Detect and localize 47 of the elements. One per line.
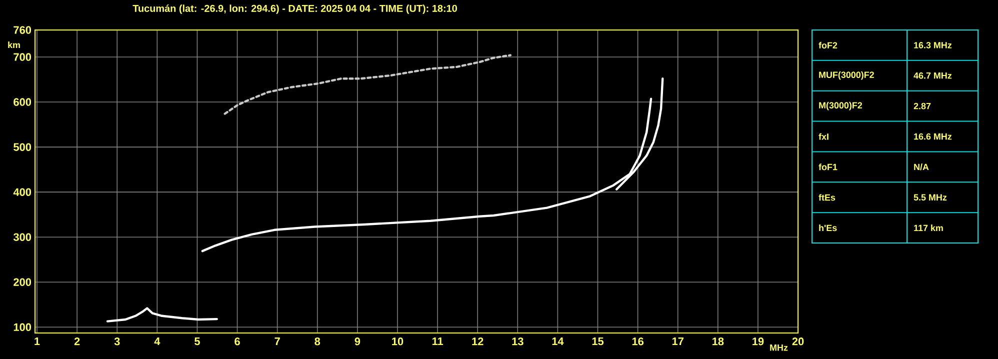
x-tick-label: 3 <box>114 338 120 346</box>
text: 16.3 MHz <box>914 42 952 48</box>
text: foF2 <box>818 42 838 48</box>
y-tick-label: 400 <box>13 188 32 196</box>
line-series <box>224 54 512 115</box>
y-tick-label: 500 <box>14 143 32 151</box>
x-tick-label: 7 <box>274 338 280 346</box>
x-tick-label: 17 <box>672 338 684 346</box>
text: MUF(3000)F2 <box>819 71 874 80</box>
y-tick-label: 200 <box>14 278 32 286</box>
x-tick-label: 19 <box>752 338 764 346</box>
x-tick-label: 9 <box>354 338 360 346</box>
x-tick-label: 16 <box>632 338 644 346</box>
x-tick-label: 15 <box>592 338 604 346</box>
text: 5.5 MHz <box>914 194 947 201</box>
x-tick-label: 1 <box>34 338 40 346</box>
text: 2.87 <box>914 102 931 110</box>
text: fxI <box>818 133 828 140</box>
y-tick-label: 700 <box>14 53 32 61</box>
x-tick-label: 11 <box>432 338 444 346</box>
y-tick-label: 100 <box>14 323 32 332</box>
line-series <box>106 307 218 322</box>
y-axis-title: km <box>8 42 20 48</box>
x-tick-label: 5 <box>194 338 200 346</box>
y-tick-label: 760 <box>14 26 32 34</box>
chart-title: Tucumán (lat: -26.9, lon: 294.6) - DATE: 2025 04 04 - TIME (UT): 18:10 <box>132 4 457 14</box>
text: N/A <box>914 164 929 170</box>
text: 46.7 MHz <box>914 72 952 79</box>
text: foF1 <box>818 164 838 170</box>
text: h'Es <box>819 224 837 232</box>
y-tick-label: 600 <box>14 98 32 106</box>
x-tick-label: 18 <box>712 338 724 346</box>
x-tick-label: 13 <box>512 338 524 346</box>
text: 16.6 MHz <box>914 133 952 140</box>
x-tick-label: 20 <box>792 338 804 346</box>
x-tick-label: 8 <box>314 338 320 346</box>
x-tick-label: 6 <box>234 338 240 346</box>
x-axis-title: MHz <box>770 344 788 351</box>
text: M(3000)F2 <box>819 102 862 110</box>
x-tick-label: 12 <box>472 338 484 346</box>
text: 117 km <box>914 224 943 232</box>
x-tick-label: 2 <box>74 338 80 346</box>
x-tick-label: 14 <box>552 338 564 346</box>
x-tick-label: 10 <box>392 338 404 346</box>
x-tick-label: 4 <box>154 338 160 346</box>
text: ftEs <box>818 194 836 201</box>
y-tick-label: 300 <box>13 233 32 241</box>
